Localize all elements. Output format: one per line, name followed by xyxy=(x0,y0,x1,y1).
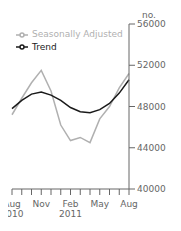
svg-text:Aug: Aug xyxy=(120,199,138,209)
svg-text:48000: 48000 xyxy=(137,102,166,112)
svg-text:Nov: Nov xyxy=(32,199,50,209)
svg-text:56000: 56000 xyxy=(137,19,166,29)
svg-text:May: May xyxy=(90,199,109,209)
svg-text:52000: 52000 xyxy=(137,60,166,70)
svg-text:Aug2010: Aug2010 xyxy=(8,199,24,219)
html-text:Seasonally Adjusted: Seasonally Adjusted xyxy=(32,29,123,39)
svg-text:no.: no. xyxy=(142,10,156,20)
svg-text:Feb2011: Feb2011 xyxy=(59,199,82,219)
svg-text:44000: 44000 xyxy=(137,143,166,153)
svg-text:40000: 40000 xyxy=(137,184,166,194)
html-text:Trend: Trend xyxy=(32,41,57,52)
